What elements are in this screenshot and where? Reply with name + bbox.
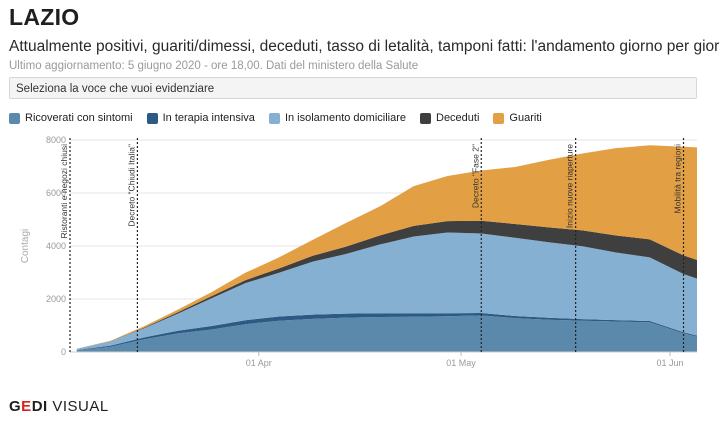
annotation-label: Decreto "Chiudi Italia" [126, 144, 136, 227]
chart-legend: Ricoverati con sintomi In terapia intens… [9, 110, 556, 126]
y-tick-label: 2000 [46, 294, 66, 304]
y-tick-label: 6000 [46, 188, 66, 198]
area-guariti [76, 145, 697, 349]
legend-item-terapia-intensiva[interactable]: In terapia intensiva [146, 112, 255, 124]
legend-swatch-deceduti [420, 112, 431, 124]
area-ricoverati [76, 315, 697, 352]
legend-swatch-terapia-intensiva [146, 112, 158, 124]
y-tick-label: 4000 [46, 241, 66, 251]
annotation-label: Inizio nuove riaperture [565, 144, 575, 228]
stacked-area-chart: 0 2000 4000 6000 8000 Contagi 01 Apr 01 May 01 J… [20, 135, 697, 368]
y-axis-label: Contagi [20, 229, 31, 263]
legend-item-isolamento[interactable]: In isolamento domiciliare [268, 112, 406, 124]
legend-item-deceduti[interactable]: Deceduti [420, 112, 479, 124]
annotation-label: Decreto "Fase 2" [470, 144, 480, 208]
legend-label-ricoverati: Ricoverati con sintomi [25, 112, 133, 124]
x-tick-label: 01 May [446, 358, 476, 368]
legend-swatch-ricoverati [9, 112, 20, 124]
y-tick-label: 0 [61, 347, 66, 357]
annotation-label: Mobilità tra regioni [673, 144, 683, 214]
annotation-label: Ristoranti e negozi chiusi [59, 144, 69, 239]
legend-swatch-guariti [493, 112, 505, 124]
legend-label-guariti: Guariti [509, 112, 542, 124]
legend-label-isolamento: In isolamento domiciliare [284, 112, 406, 124]
legend-item-ricoverati[interactable]: Ricoverati con sintomi [9, 112, 133, 124]
legend-swatch-isolamento [268, 112, 280, 124]
page-subtitle: Attualmente positivi, guariti/dimessi, d… [9, 38, 720, 55]
legend-label-deceduti: Deceduti [436, 112, 480, 124]
area-isolamento [76, 232, 697, 350]
last-update-note: Ultimo aggiornamento: 5 giugno 2020 - or… [9, 60, 419, 72]
x-tick-label: 01 Apr [246, 358, 272, 368]
legend-item-guariti[interactable]: Guariti [493, 112, 542, 124]
x-tick-label: 01 Jun [657, 358, 684, 368]
page-title: LAZIO [9, 4, 80, 30]
gedi-visual-logo: GEDI VISUAL [9, 398, 109, 415]
y-tick-label: 8000 [46, 135, 66, 145]
series-highlight-selector[interactable]: Seleziona la voce che vuoi evidenziare [9, 77, 697, 99]
legend-label-terapia-intensiva: In terapia intensiva [162, 112, 255, 124]
